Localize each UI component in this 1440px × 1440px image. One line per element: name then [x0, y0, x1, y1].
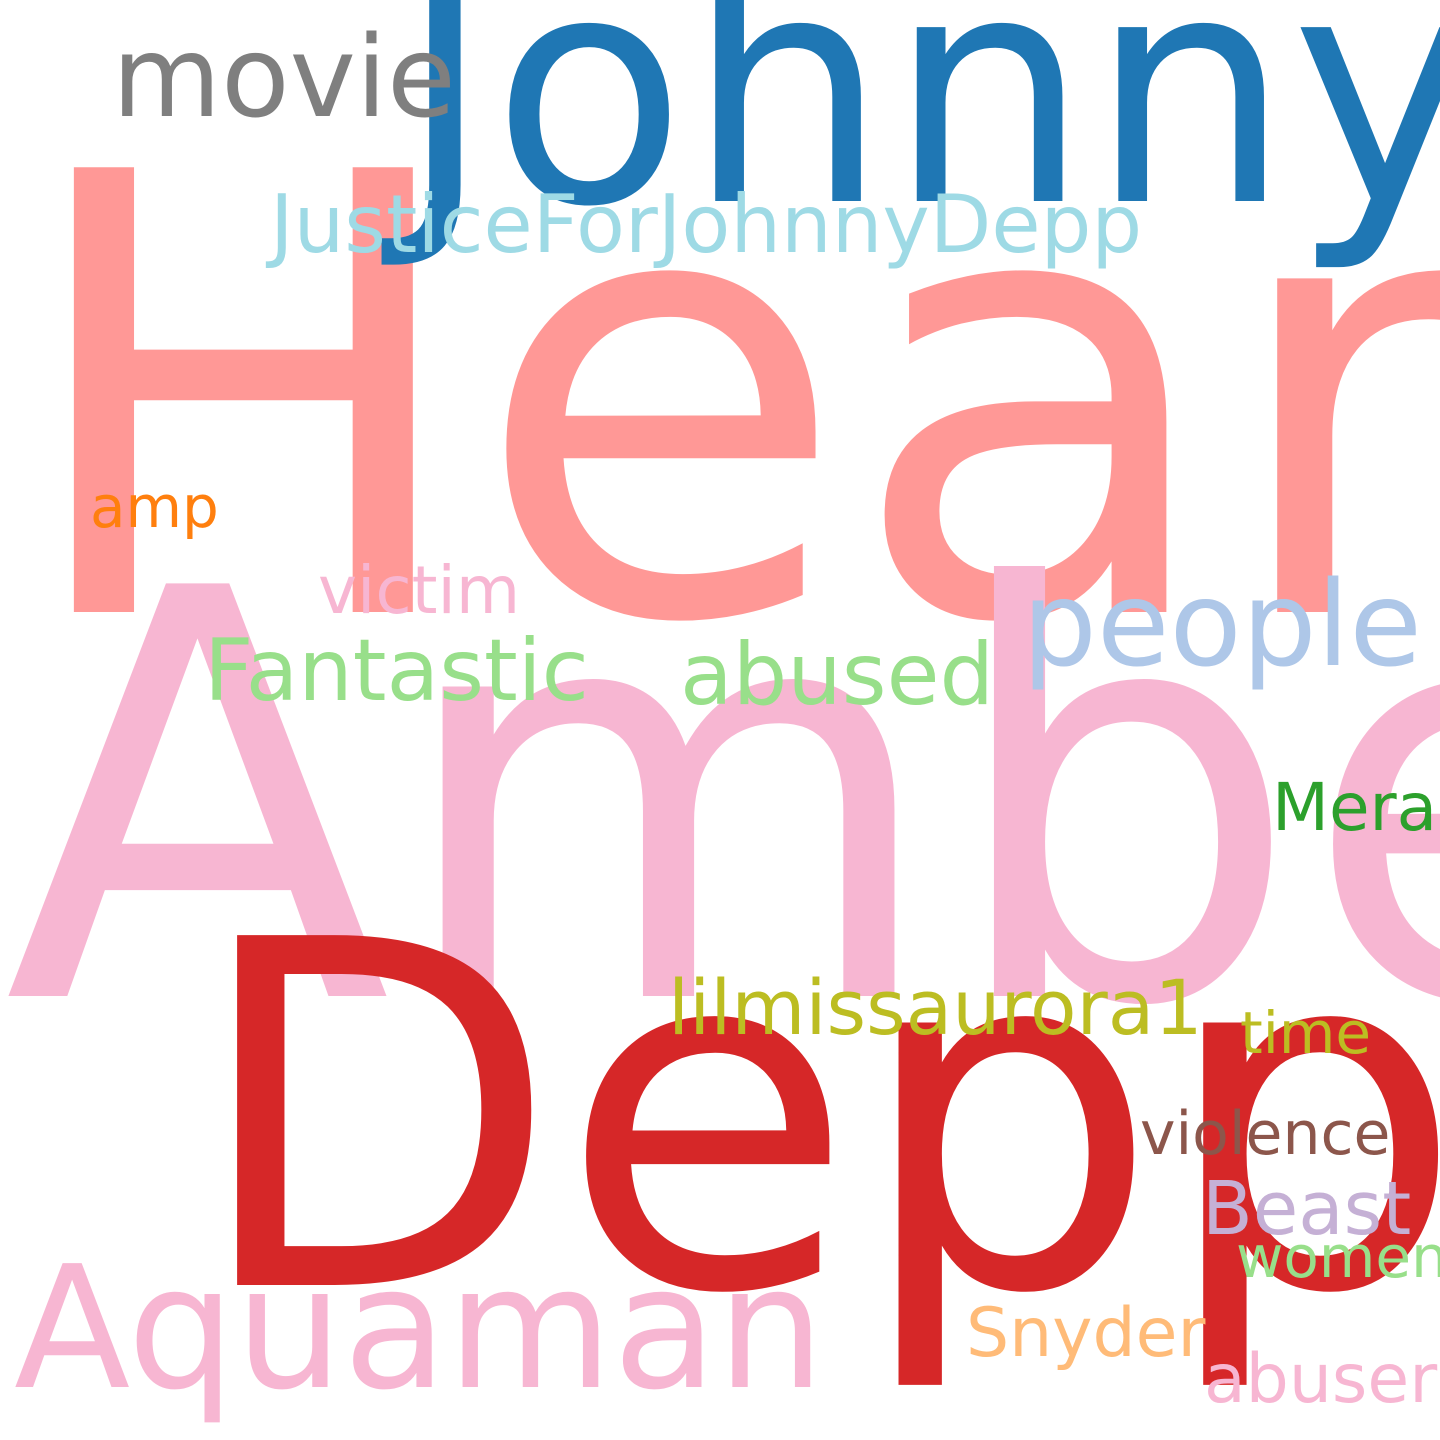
word-abuser: abuser — [1204, 1340, 1438, 1419]
word-heard: Heard — [14, 46, 1440, 756]
word-violence: violence — [1140, 1099, 1391, 1169]
word-people: people — [1022, 555, 1422, 693]
word-amber: Amber — [4, 472, 1440, 1130]
word-abused: abused — [680, 625, 995, 725]
word-time: time — [1240, 999, 1372, 1067]
word-amp: amp — [90, 473, 219, 541]
word-johnny: Johnny — [398, 0, 1440, 276]
word-movie: movie — [112, 13, 456, 143]
word-mera: Mera — [1272, 769, 1438, 846]
word-beast: Beast — [1202, 1166, 1412, 1252]
word-victim: victim — [318, 552, 521, 629]
word-women: women — [1236, 1223, 1440, 1291]
word-snyder: Snyder — [966, 1294, 1206, 1373]
word-justicefor: JusticeForJohnnyDepp — [270, 178, 1143, 271]
word-aquaman: Aquaman — [14, 1230, 825, 1428]
word-fantastic: Fantastic — [204, 621, 589, 721]
word-depp: Depp — [190, 840, 1440, 1399]
word-lilmissaurora1: lilmissaurora1 — [668, 963, 1203, 1052]
